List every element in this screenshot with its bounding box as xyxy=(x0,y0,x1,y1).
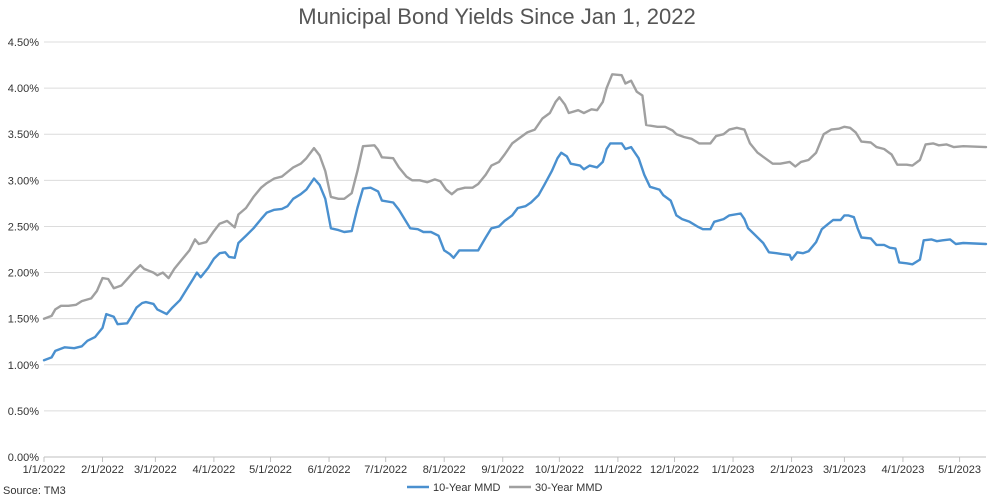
y-tick-label: 1.00% xyxy=(8,360,39,372)
legend-label: 30-Year MMD xyxy=(535,482,603,494)
x-tick-label: 12/1/2022 xyxy=(650,464,699,476)
x-tick-label: 4/1/2023 xyxy=(882,464,925,476)
x-tick-label: 9/1/2022 xyxy=(481,464,524,476)
x-tick-label: 1/1/2022 xyxy=(23,464,66,476)
x-tick-label: 5/1/2022 xyxy=(249,464,292,476)
y-tick-label: 3.50% xyxy=(8,129,39,141)
x-tick-label: 8/1/2022 xyxy=(423,464,466,476)
x-tick-label: 6/1/2022 xyxy=(308,464,351,476)
legend: 10-Year MMD 30-Year MMD xyxy=(407,482,603,494)
x-tick-label: 2/1/2022 xyxy=(81,464,124,476)
y-tick-label: 0.50% xyxy=(8,406,39,418)
x-axis: 1/1/2022 2/1/2022 3/1/2022 4/1/2022 5/1/2022… xyxy=(23,457,981,476)
gridlines xyxy=(44,41,986,458)
x-tick-label: 11/1/2022 xyxy=(594,464,642,476)
series-lines xyxy=(42,73,988,362)
series-line xyxy=(42,73,988,320)
x-tick-label: 10/1/2022 xyxy=(535,464,584,476)
x-tick-label: 3/1/2022 xyxy=(134,464,177,476)
y-tick-label: 3.00% xyxy=(8,175,39,187)
y-axis-ticks: 0.00% 0.50% 1.00% 1.50% 2.00% 2.50% 3.00% 3.50%… xyxy=(8,37,39,464)
series-line xyxy=(42,142,988,362)
legend-label: 10-Year MMD xyxy=(433,482,501,494)
x-tick-label: 5/1/2023 xyxy=(938,464,981,476)
y-tick-label: 4.50% xyxy=(8,37,39,49)
chart-title: Municipal Bond Yields Since Jan 1, 2022 xyxy=(298,4,695,29)
x-tick-label: 1/1/2023 xyxy=(712,464,755,476)
y-tick-label: 1.50% xyxy=(8,314,39,326)
y-tick-label: 0.00% xyxy=(8,452,39,464)
y-tick-label: 2.00% xyxy=(8,268,39,280)
y-tick-label: 4.00% xyxy=(8,83,39,95)
x-tick-label: 2/1/2023 xyxy=(770,464,813,476)
source-note: Source: TM3 xyxy=(3,485,66,497)
x-tick-label: 4/1/2022 xyxy=(192,464,235,476)
x-tick-label: 7/1/2022 xyxy=(364,464,407,476)
x-tick-label: 3/1/2023 xyxy=(823,464,866,476)
y-tick-label: 2.50% xyxy=(8,221,39,233)
